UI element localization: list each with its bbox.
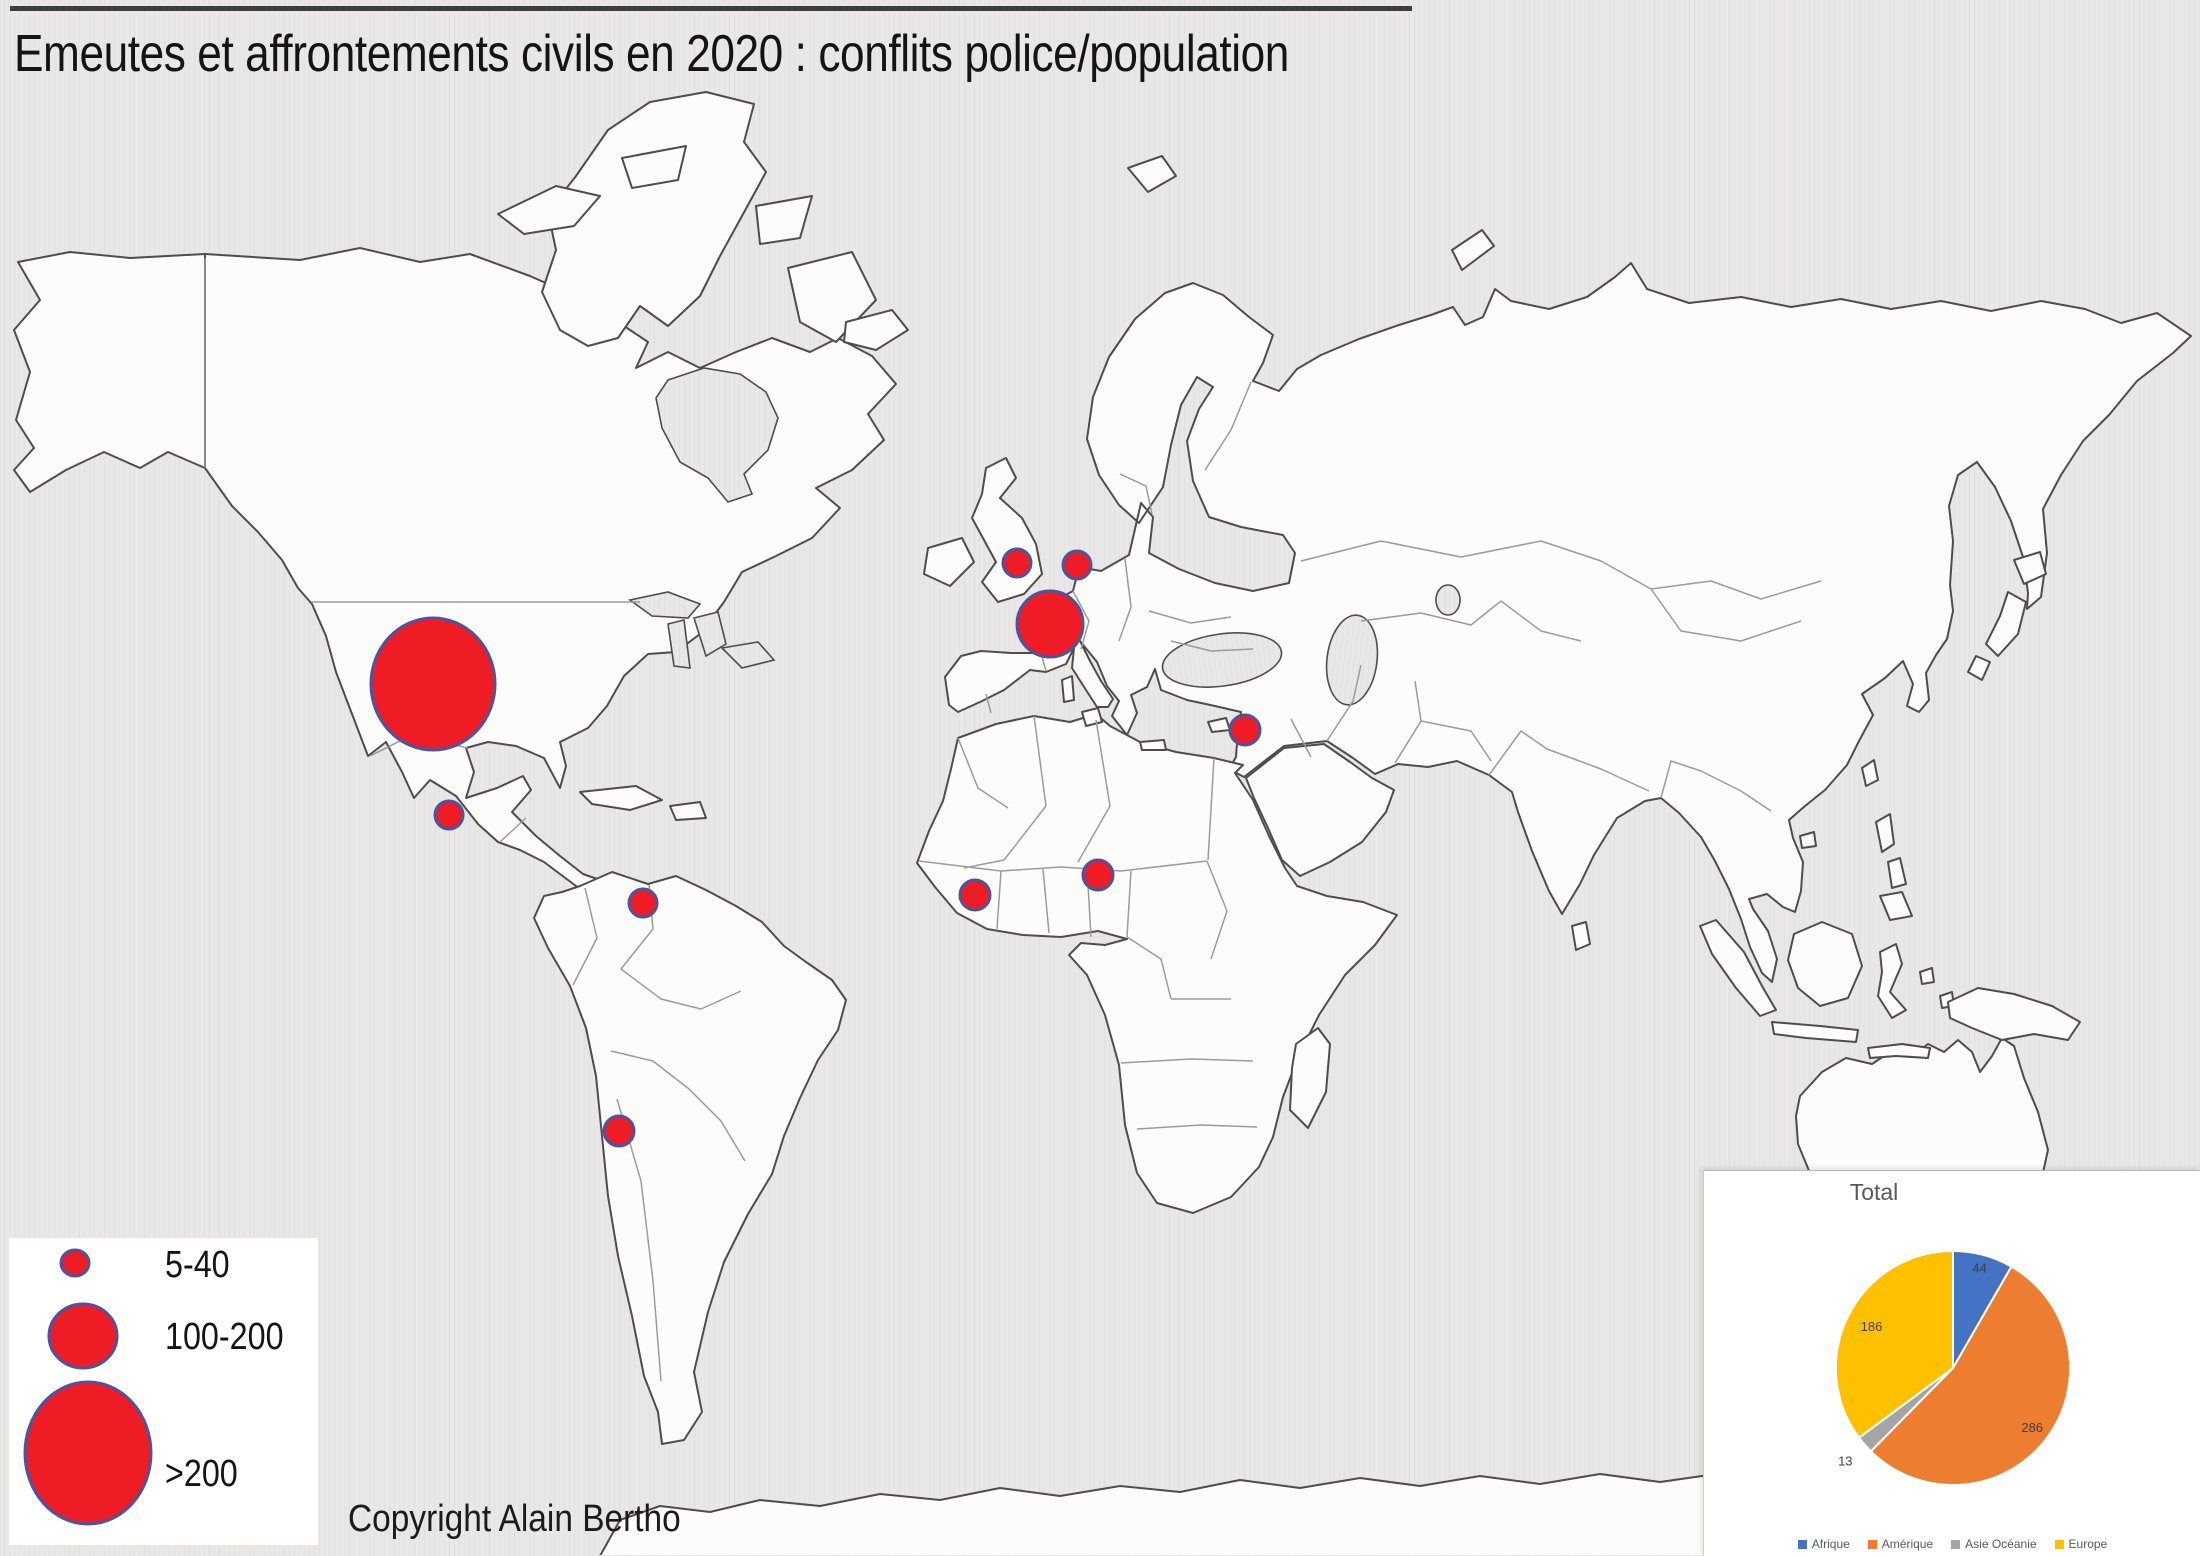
bubble-mexique (433, 799, 465, 831)
size-label-small: 5-40 (165, 1244, 230, 1286)
pie-value-label-0: 44 (1972, 1261, 1986, 1276)
pie-legend-item-2: Asie Océanie (1951, 1537, 2037, 1551)
pie-chart-panel: Total 44 286 13 186 Afrique Amérique Asie Océ… (1703, 1170, 2200, 1556)
bubble-liban-israel (1228, 713, 1262, 747)
continents (13, 91, 2200, 1555)
size-circle-large (23, 1380, 153, 1526)
size-label-medium: 100-200 (165, 1316, 284, 1358)
pie-value-label-1: 286 (2021, 1420, 2043, 1435)
pie-legend-label-2: Asie Océanie (1965, 1537, 2037, 1551)
pie-legend-item-1: Amérique (1867, 1537, 1934, 1551)
pie-legend-label-1: Amérique (1881, 1537, 1934, 1551)
bubble-guinee (958, 878, 992, 912)
pie-slice-1 (1869, 1265, 2072, 1487)
size-label-large: >200 (165, 1453, 238, 1495)
islands (497, 145, 2081, 1129)
bubble-royaume-uni (1001, 547, 1033, 579)
pie-slice-3 (1835, 1249, 1954, 1440)
country-borders (204, 258, 1822, 1382)
bubble-nigeria (1081, 858, 1115, 892)
pie-legend-label-0: Afrique (1811, 1537, 1850, 1551)
bubble-chili (602, 1114, 636, 1148)
bubble-size-legend: 5-40 100-200 >200 (9, 1238, 318, 1545)
pie-chart-legend: Afrique Amérique Asie Océanie Europe (1704, 1537, 2200, 1551)
top-rule (10, 6, 1412, 11)
pie-value-label-2: 13 (1838, 1454, 1852, 1469)
riot-bubbles (369, 547, 1262, 1148)
page-title: Emeutes et affrontements civils en 2020 … (14, 25, 1289, 83)
pie-legend-label-3: Europe (2068, 1537, 2108, 1551)
inland-seas (1161, 584, 1461, 706)
bubble-venezuela (627, 887, 659, 919)
bubble-france (1015, 589, 1085, 659)
pie-chart: 44 286 13 186 (1835, 1249, 2072, 1487)
bubble-pays-bas (1061, 549, 1093, 581)
pie-value-label-3: 186 (1861, 1319, 1883, 1334)
size-legend-circles (23, 1248, 153, 1526)
pie-legend-marker-1 (1867, 1539, 1877, 1549)
bubble-etats-unis (369, 616, 497, 752)
pie-legend-marker-2 (1951, 1539, 1961, 1549)
size-circle-medium (47, 1302, 119, 1370)
copyright-text: Copyright Alain Bertho (348, 1498, 681, 1540)
pie-chart-title: Total (1849, 1179, 1899, 1205)
pie-legend-item-0: Afrique (1797, 1537, 1850, 1551)
pie-legend-item-3: Europe (2054, 1537, 2108, 1551)
size-circle-small (59, 1248, 91, 1278)
pie-legend-marker-3 (2054, 1539, 2064, 1549)
pie-legend-marker-0 (1797, 1539, 1807, 1549)
